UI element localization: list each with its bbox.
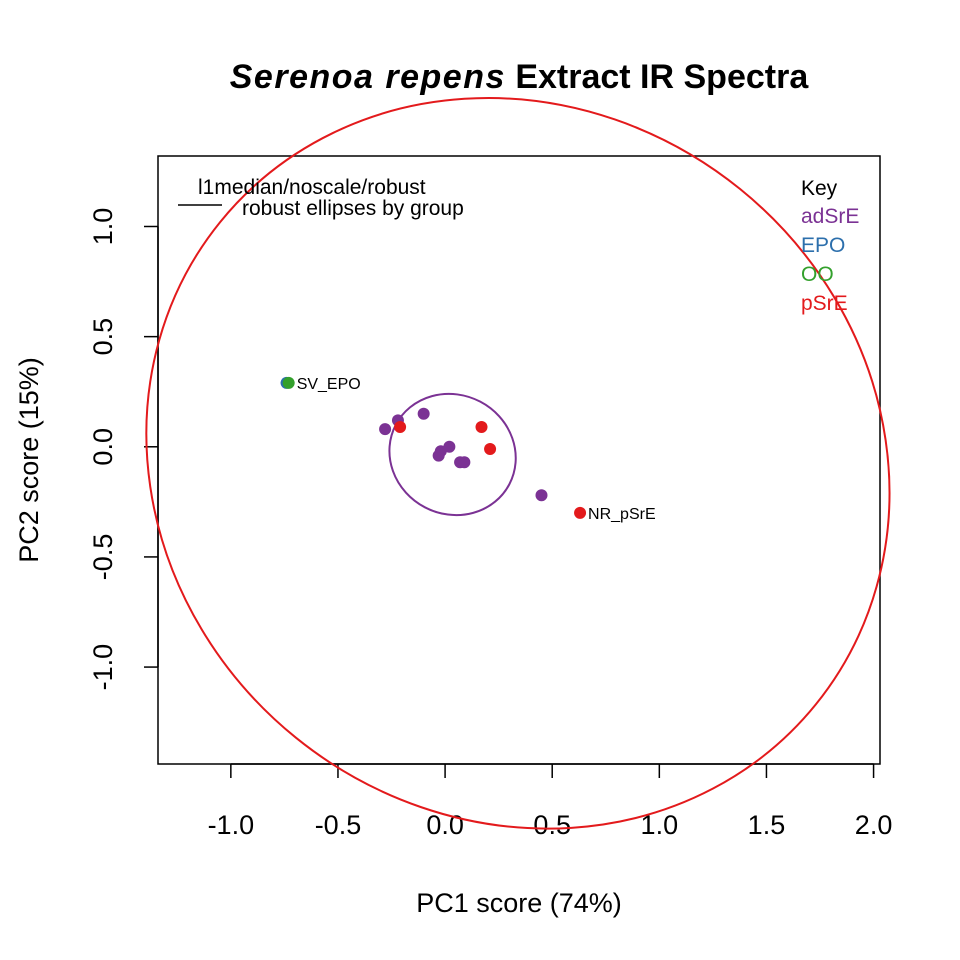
x-tick-label: 2.0 xyxy=(855,810,893,840)
method-legend: l1median/noscale/robust robust ellipses … xyxy=(178,176,464,220)
key-entry-oo: OO xyxy=(801,263,834,286)
point-label: SV_EPO xyxy=(297,376,361,393)
x-tick-label: -0.5 xyxy=(315,810,362,840)
point-adsre xyxy=(417,407,430,420)
point-adsre xyxy=(432,449,445,462)
x-tick-label: -1.0 xyxy=(208,810,255,840)
point-label: NR_pSrE xyxy=(588,506,656,523)
y-tick-label: -0.5 xyxy=(88,534,118,581)
key-entry-epo: EPO xyxy=(801,234,845,257)
y-axis-label: PC2 score (15%) xyxy=(14,357,44,563)
key-entry-psre: pSrE xyxy=(801,292,848,315)
y-tick-label: 0.5 xyxy=(88,318,118,356)
key-legend: Key adSrE EPO OO pSrE xyxy=(801,177,859,315)
chart-title-italic: Serenoa repens xyxy=(230,58,506,96)
chart-title-rest: Extract IR Spectra xyxy=(506,58,809,96)
key-entry-adsre: adSrE xyxy=(801,205,859,228)
key-title: Key xyxy=(801,177,838,200)
x-tick-label: 0.5 xyxy=(533,810,571,840)
method-legend-text-1: l1median/noscale/robust xyxy=(198,176,426,199)
point-psre xyxy=(394,420,407,433)
point-oo xyxy=(282,376,295,389)
point-psre xyxy=(475,420,488,433)
point-adsre xyxy=(458,456,471,469)
method-legend-text-2: robust ellipses by group xyxy=(242,197,464,220)
point-psre xyxy=(574,506,587,519)
point-label-layer: SV_EPO NR_pSrE xyxy=(297,376,656,523)
point-adsre xyxy=(535,489,548,502)
y-axis: -1.0 -0.5 0.0 0.5 1.0 xyxy=(88,208,159,691)
point-psre xyxy=(484,442,497,455)
y-tick-label: 0.0 xyxy=(88,428,118,466)
x-tick-label: 1.5 xyxy=(748,810,786,840)
point-adsre xyxy=(443,440,456,453)
y-tick-label: 1.0 xyxy=(88,208,118,246)
y-tick-label: -1.0 xyxy=(88,644,118,691)
x-axis-label: PC1 score (74%) xyxy=(416,888,622,918)
point-layer xyxy=(280,376,587,519)
point-adsre xyxy=(379,423,392,436)
chart-title: Serenoa repens Extract IR Spectra xyxy=(230,58,810,96)
